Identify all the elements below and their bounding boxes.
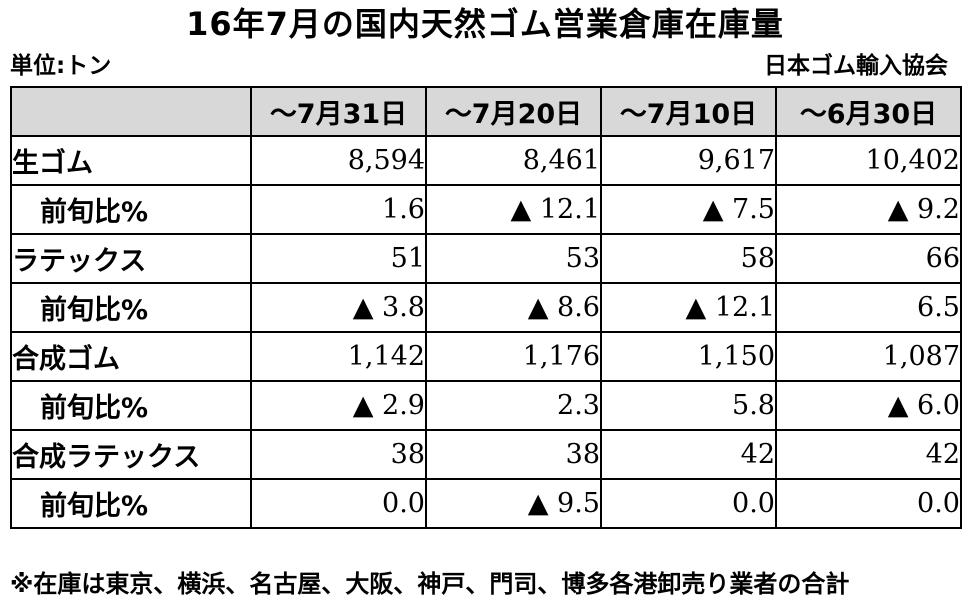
table-row: 前旬比% 0.0 ▲ 9.5 0.0 0.0 — [10, 478, 962, 529]
value-cell: 42 — [775, 429, 962, 480]
row-label: 前旬比% — [10, 380, 252, 431]
unit-label: 単位:トン — [10, 53, 112, 79]
table-row: 合成ゴム 1,142 1,176 1,150 1,087 — [10, 331, 962, 382]
value-cell: ▲ 9.5 — [425, 478, 602, 529]
row-label: 前旬比% — [10, 282, 252, 333]
table-row: ラテックス 51 53 58 66 — [10, 233, 962, 284]
table-header-row: ～7月31日 ～7月20日 ～7月10日 ～6月30日 — [10, 86, 962, 137]
value-cell: 10,402 — [775, 135, 962, 186]
table-row: 前旬比% ▲ 2.9 2.3 5.8 ▲ 6.0 — [10, 380, 962, 431]
value-cell: 66 — [775, 233, 962, 284]
value-cell: 42 — [600, 429, 777, 480]
value-cell: 2.3 — [425, 380, 602, 431]
value-cell: 0.0 — [600, 478, 777, 529]
value-cell: 38 — [425, 429, 602, 480]
value-cell: ▲ 12.1 — [425, 184, 602, 235]
value-cell: 0.0 — [775, 478, 962, 529]
value-cell: 8,461 — [425, 135, 602, 186]
value-cell: ▲ 9.2 — [775, 184, 962, 235]
value-cell: 8,594 — [250, 135, 427, 186]
value-cell: 51 — [250, 233, 427, 284]
source-label: 日本ゴム輸入協会 — [764, 53, 948, 79]
value-cell: 1,150 — [600, 331, 777, 382]
value-cell: ▲ 8.6 — [425, 282, 602, 333]
value-cell: 6.5 — [775, 282, 962, 333]
value-cell: 38 — [250, 429, 427, 480]
value-cell: 0.0 — [250, 478, 427, 529]
column-header: ～7月10日 — [600, 86, 777, 137]
value-cell: ▲ 2.9 — [250, 380, 427, 431]
table-row: 前旬比% 1.6 ▲ 12.1 ▲ 7.5 ▲ 9.2 — [10, 184, 962, 235]
value-cell: ▲ 6.0 — [775, 380, 962, 431]
value-cell: 1,087 — [775, 331, 962, 382]
row-label: 合成ゴム — [10, 331, 252, 382]
value-cell: 5.8 — [600, 380, 777, 431]
header-corner-cell — [10, 86, 252, 137]
value-cell: 1,176 — [425, 331, 602, 382]
page-title: 16年7月の国内天然ゴム営業倉庫在庫量 — [186, 5, 784, 43]
row-label: 生ゴム — [10, 135, 252, 186]
row-label: 前旬比% — [10, 184, 252, 235]
table-row: 生ゴム 8,594 8,461 9,617 10,402 — [10, 135, 962, 186]
value-cell: 53 — [425, 233, 602, 284]
table-row: 前旬比% ▲ 3.8 ▲ 8.6 ▲ 12.1 6.5 — [10, 282, 962, 333]
value-cell: ▲ 7.5 — [600, 184, 777, 235]
value-cell: 1,142 — [250, 331, 427, 382]
value-cell: 1.6 — [250, 184, 427, 235]
column-header: ～7月20日 — [425, 86, 602, 137]
column-header: ～6月30日 — [775, 86, 962, 137]
value-cell: 9,617 — [600, 135, 777, 186]
row-label: 合成ラテックス — [10, 429, 252, 480]
column-header: ～7月31日 — [250, 86, 427, 137]
value-cell: ▲ 3.8 — [250, 282, 427, 333]
inventory-table: ～7月31日 ～7月20日 ～7月10日 ～6月30日 生ゴム 8,594 8,… — [10, 86, 962, 529]
footnote: ※在庫は東京、横浜、名古屋、大阪、神戸、門司、博多各港卸売り業者の合計 — [10, 570, 850, 598]
table-row: 合成ラテックス 38 38 42 42 — [10, 429, 962, 480]
value-cell: ▲ 12.1 — [600, 282, 777, 333]
row-label: ラテックス — [10, 233, 252, 284]
value-cell: 58 — [600, 233, 777, 284]
row-label: 前旬比% — [10, 478, 252, 529]
